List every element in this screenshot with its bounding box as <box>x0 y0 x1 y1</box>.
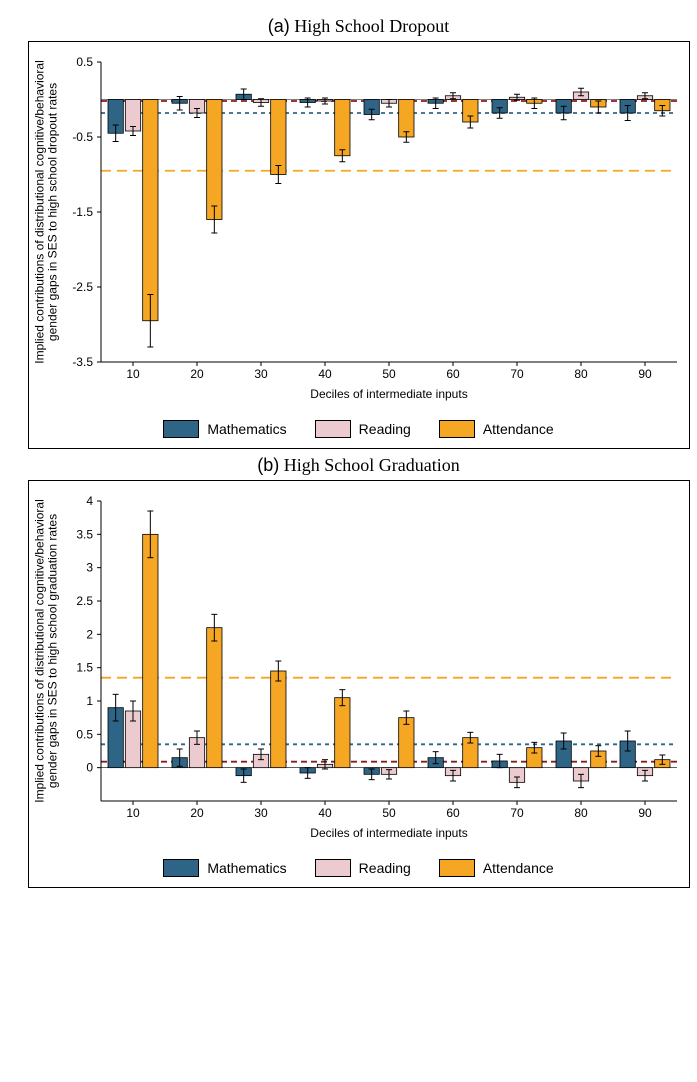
svg-text:80: 80 <box>574 367 588 381</box>
panel-b-plot: 0 0.5 1 1.5 2 2.5 3 3.5 4 10 20 30 40 50 60 70 80 90 Decil… <box>29 481 689 851</box>
panel-a-tag: (a) <box>268 16 290 36</box>
legend-att-label: Attendance <box>483 421 554 437</box>
svg-text:50: 50 <box>382 806 396 820</box>
panel-a-box: -3.5 -2.5 -1.5 -0.5 0.5 10 20 30 40 50 60 70 80 90 Dec… <box>28 41 690 449</box>
swatch-att <box>439 420 475 438</box>
legend-read: Reading <box>315 420 411 438</box>
svg-text:20: 20 <box>190 806 204 820</box>
panel-a-svg: -3.5 -2.5 -1.5 -0.5 0.5 10 20 30 40 50 60 70 80 90 Dec… <box>29 42 689 412</box>
svg-text:70: 70 <box>510 367 524 381</box>
svg-text:0.5: 0.5 <box>76 727 93 741</box>
svg-text:Deciles of intermediate inputs: Deciles of intermediate inputs <box>310 826 467 840</box>
legend-math: Mathematics <box>163 420 286 438</box>
svg-text:-2.5: -2.5 <box>72 280 93 294</box>
panel-a-text: High School Dropout <box>294 16 449 36</box>
svg-text:1: 1 <box>86 694 93 708</box>
svg-text:0: 0 <box>86 761 93 775</box>
swatch-read <box>315 859 351 877</box>
svg-text:70: 70 <box>510 806 524 820</box>
svg-text:80: 80 <box>574 806 588 820</box>
svg-text:90: 90 <box>638 367 652 381</box>
legend-math-label: Mathematics <box>207 421 286 437</box>
svg-text:0.5: 0.5 <box>76 55 93 69</box>
svg-text:2: 2 <box>86 627 93 641</box>
svg-text:-3.5: -3.5 <box>72 355 93 369</box>
svg-text:30: 30 <box>254 806 268 820</box>
svg-text:30: 30 <box>254 367 268 381</box>
panel-b-tag: (b) <box>257 455 279 475</box>
svg-text:60: 60 <box>446 367 460 381</box>
svg-text:3.5: 3.5 <box>76 527 93 541</box>
svg-text:2.5: 2.5 <box>76 594 93 608</box>
legend-read-label-b: Reading <box>359 860 411 876</box>
legend-att-b: Attendance <box>439 859 554 877</box>
legend-math-label-b: Mathematics <box>207 860 286 876</box>
svg-text:40: 40 <box>318 367 332 381</box>
svg-text:3: 3 <box>86 561 93 575</box>
legend-read-label: Reading <box>359 421 411 437</box>
legend-math-b: Mathematics <box>163 859 286 877</box>
swatch-read <box>315 420 351 438</box>
svg-text:50: 50 <box>382 367 396 381</box>
legend-att: Attendance <box>439 420 554 438</box>
svg-text:60: 60 <box>446 806 460 820</box>
panel-a-title: (a) High School Dropout <box>10 16 697 37</box>
svg-text:Implied contributions of distr: Implied contributions of distributional … <box>32 499 59 803</box>
swatch-math <box>163 420 199 438</box>
panel-b-box: 0 0.5 1 1.5 2 2.5 3 3.5 4 10 20 30 40 50 60 70 80 90 Decil… <box>28 480 690 888</box>
svg-text:Deciles of intermediate inputs: Deciles of intermediate inputs <box>310 387 467 401</box>
legend-read-b: Reading <box>315 859 411 877</box>
svg-text:4: 4 <box>86 494 93 508</box>
panel-b-svg: 0 0.5 1 1.5 2 2.5 3 3.5 4 10 20 30 40 50 60 70 80 90 Decil… <box>29 481 689 851</box>
svg-text:-1.5: -1.5 <box>72 205 93 219</box>
svg-text:40: 40 <box>318 806 332 820</box>
svg-text:10: 10 <box>126 806 140 820</box>
svg-text:90: 90 <box>638 806 652 820</box>
panel-a-plot: -3.5 -2.5 -1.5 -0.5 0.5 10 20 30 40 50 60 70 80 90 Dec… <box>29 42 689 412</box>
svg-text:10: 10 <box>126 367 140 381</box>
swatch-math <box>163 859 199 877</box>
svg-text:Implied contributions of distr: Implied contributions of distributional … <box>32 60 59 364</box>
svg-text:1.5: 1.5 <box>76 661 93 675</box>
panel-b-legend: Mathematics Reading Attendance <box>29 851 689 887</box>
panel-b-text: High School Graduation <box>284 455 460 475</box>
svg-text:-0.5: -0.5 <box>72 130 93 144</box>
panel-b-title: (b) High School Graduation <box>10 455 697 476</box>
panel-a-legend: Mathematics Reading Attendance <box>29 412 689 448</box>
legend-att-label-b: Attendance <box>483 860 554 876</box>
svg-text:20: 20 <box>190 367 204 381</box>
swatch-att <box>439 859 475 877</box>
